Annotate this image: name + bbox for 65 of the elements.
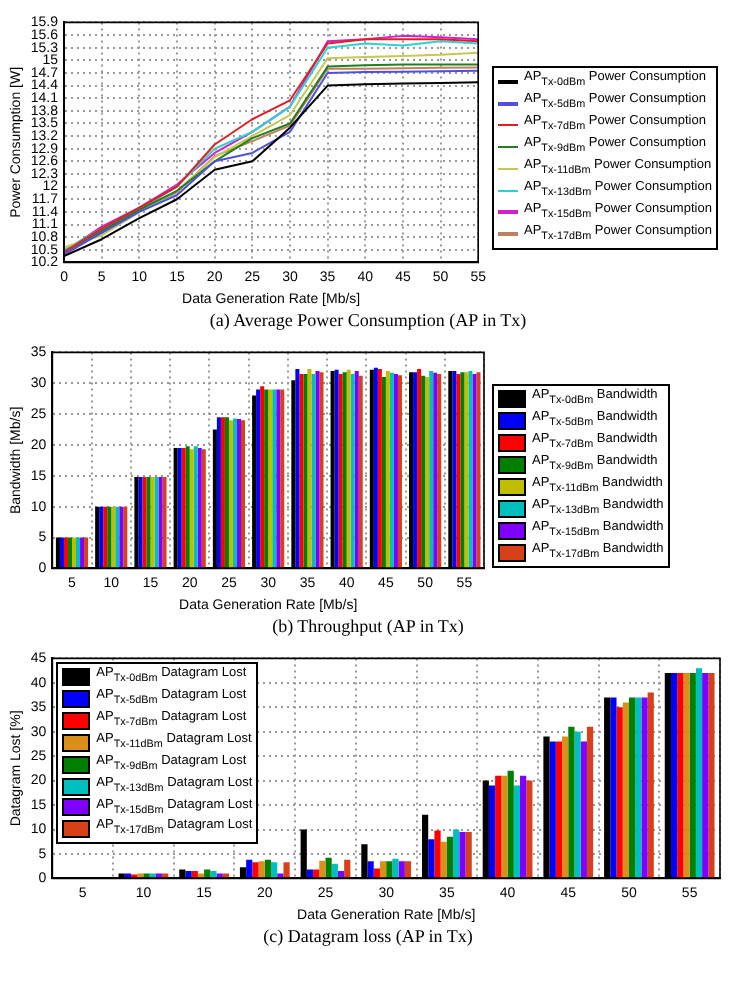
bar xyxy=(185,871,192,878)
bar xyxy=(236,419,242,568)
bar xyxy=(398,861,405,878)
bar xyxy=(252,862,259,878)
bar xyxy=(689,673,696,878)
bar xyxy=(677,673,684,878)
bar xyxy=(440,841,447,878)
bar xyxy=(616,707,623,878)
bar xyxy=(549,741,556,878)
bar xyxy=(325,857,332,878)
bar xyxy=(610,697,617,878)
bar xyxy=(295,369,300,568)
bar xyxy=(695,668,703,878)
bar xyxy=(392,858,399,878)
bar xyxy=(507,770,514,878)
bar xyxy=(191,871,198,878)
bar xyxy=(641,697,648,878)
text: (a) Average Power Consumption (AP in Tx) xyxy=(207,310,529,330)
bar xyxy=(622,702,629,878)
bar xyxy=(428,839,435,878)
bar xyxy=(404,861,412,878)
bar xyxy=(635,697,642,878)
bar xyxy=(708,673,715,878)
bar xyxy=(670,673,678,878)
bar xyxy=(367,861,374,878)
bar xyxy=(381,377,386,568)
bar xyxy=(702,673,709,878)
bar xyxy=(271,862,278,878)
bar xyxy=(488,785,496,878)
bar xyxy=(386,861,393,878)
bar xyxy=(283,862,290,878)
bar xyxy=(434,830,441,878)
bar xyxy=(526,780,533,878)
bar xyxy=(337,871,345,878)
text: (b) Throughput (AP in Tx) xyxy=(270,616,466,636)
bar xyxy=(555,741,563,878)
bar xyxy=(241,420,246,568)
bar xyxy=(258,861,265,878)
bar xyxy=(358,375,363,568)
bar xyxy=(495,775,502,878)
bar xyxy=(344,859,351,878)
bar xyxy=(580,741,587,878)
bar xyxy=(210,871,217,878)
bar xyxy=(264,859,272,878)
bar xyxy=(453,829,460,878)
bar xyxy=(513,785,521,878)
text: (c) Datagram loss (AP in Tx) xyxy=(261,926,475,946)
bar xyxy=(501,775,508,878)
bar xyxy=(331,863,338,878)
bar xyxy=(683,673,690,878)
bar xyxy=(647,692,654,878)
bar xyxy=(446,836,454,878)
bar xyxy=(459,831,466,878)
bar xyxy=(520,775,527,878)
bar xyxy=(307,369,312,568)
bar xyxy=(319,860,326,878)
bar xyxy=(246,859,253,878)
bar xyxy=(562,736,569,878)
bar xyxy=(586,726,594,878)
bar xyxy=(628,697,636,878)
bar xyxy=(379,861,387,878)
bar xyxy=(568,726,575,878)
bar xyxy=(574,731,581,878)
bar xyxy=(465,831,472,878)
bar xyxy=(71,537,77,568)
